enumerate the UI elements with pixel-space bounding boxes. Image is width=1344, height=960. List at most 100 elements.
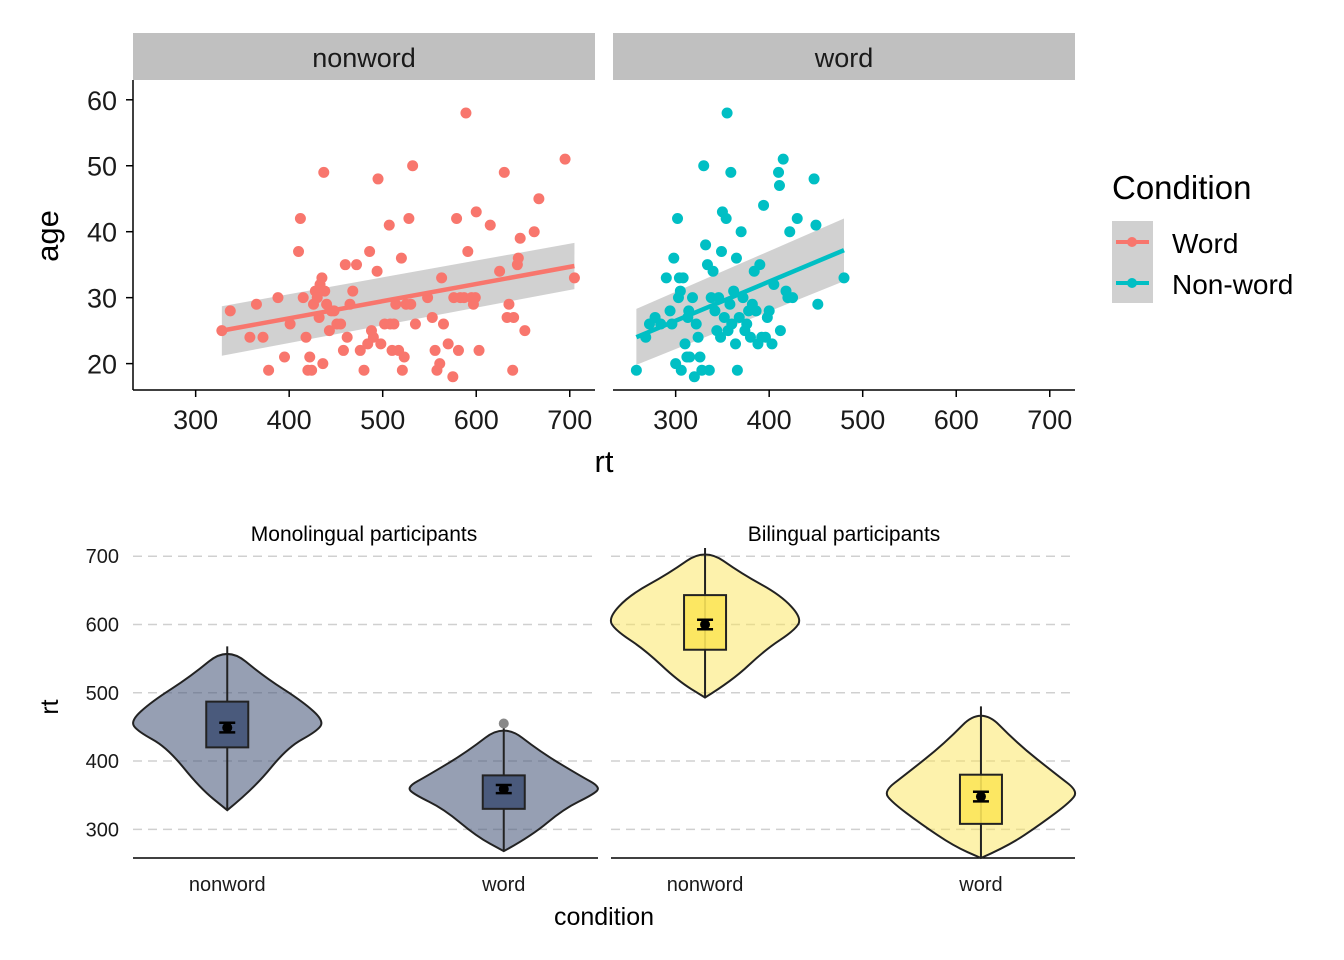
data-point <box>773 180 785 192</box>
data-point <box>426 311 438 323</box>
data-point <box>263 364 275 376</box>
data-point <box>300 331 312 343</box>
data-point <box>272 292 284 304</box>
x-tick-label: 700 <box>547 405 592 435</box>
data-point <box>668 252 680 264</box>
data-point <box>351 259 363 271</box>
data-point <box>698 160 710 172</box>
data-point <box>337 344 349 356</box>
data-point <box>294 213 306 225</box>
legend-label-nonword: Non-word <box>1172 269 1293 300</box>
data-point <box>371 265 383 277</box>
y-tick-label: 40 <box>87 218 117 248</box>
y-tick-label: 500 <box>86 683 119 705</box>
data-point <box>319 285 331 297</box>
data-point <box>684 351 696 363</box>
facet-label-word: word <box>814 43 874 73</box>
regression-line <box>635 248 845 340</box>
mean-point <box>222 722 233 733</box>
data-point <box>733 311 745 323</box>
data-point <box>383 219 395 231</box>
data-point <box>462 245 474 257</box>
data-point <box>766 338 778 350</box>
x-tick-label: nonword <box>667 874 744 896</box>
data-point <box>304 351 316 363</box>
x-tick-label: 300 <box>173 405 218 435</box>
data-point <box>688 371 700 383</box>
data-point <box>709 305 721 317</box>
data-point <box>375 338 387 350</box>
data-point <box>750 305 762 317</box>
data-point <box>470 206 482 218</box>
data-point <box>703 364 715 376</box>
data-point <box>407 160 419 172</box>
facet-label-nonword: nonword <box>312 43 416 73</box>
outlier-point <box>498 718 509 729</box>
panel-bilingual: nonword word <box>609 548 1077 896</box>
y-tick-label: 700 <box>86 546 119 568</box>
data-point <box>514 232 526 244</box>
violin-plot: Monolingual participants Bilingual parti… <box>36 523 1077 931</box>
panel-monolingual: nonword word <box>132 555 599 896</box>
y-tick-label: 50 <box>87 152 117 182</box>
data-point <box>507 364 519 376</box>
data-point <box>250 298 262 310</box>
data-point <box>694 351 706 363</box>
data-point <box>730 338 742 350</box>
data-point <box>686 292 698 304</box>
data-point <box>473 344 485 356</box>
data-point <box>773 166 785 178</box>
data-point <box>335 318 347 330</box>
data-point <box>754 259 766 271</box>
mean-point <box>498 784 509 795</box>
scatter-plot: nonword 300 400 500 600 700 word 300 400 500 60… <box>30 33 1293 479</box>
data-point <box>512 252 524 264</box>
x-tick-label: 500 <box>360 405 405 435</box>
facet-strip-word <box>613 33 1075 80</box>
x-tick-label: nonword <box>189 874 266 896</box>
data-point <box>784 226 796 238</box>
data-point <box>808 173 820 185</box>
facet-label-bilingual: Bilingual participants <box>748 523 941 546</box>
data-point <box>442 338 454 350</box>
data-point <box>692 331 704 343</box>
x-tick-label: 500 <box>840 405 885 435</box>
facet-strip-nonword <box>133 33 595 80</box>
data-point <box>494 265 506 277</box>
panel-nonword: 300 400 500 600 700 <box>133 107 595 435</box>
data-point <box>339 259 351 271</box>
data-point <box>838 272 850 284</box>
data-point <box>730 252 742 264</box>
data-point <box>396 364 408 376</box>
data-point <box>559 153 571 165</box>
data-point <box>498 166 510 178</box>
data-point <box>664 305 676 317</box>
data-point <box>452 344 464 356</box>
data-point <box>372 173 384 185</box>
panel-word: 300 400 500 600 700 <box>613 107 1075 435</box>
data-point <box>224 305 236 317</box>
data-point <box>318 166 330 178</box>
data-point <box>758 199 770 211</box>
data-point <box>718 311 730 323</box>
y-tick-label: 600 <box>86 614 119 636</box>
y-axis-title: age <box>30 210 65 262</box>
x-tick-label: word <box>958 874 1002 896</box>
data-point <box>341 331 353 343</box>
data-point <box>323 325 335 337</box>
data-point <box>429 344 441 356</box>
data-point <box>297 292 309 304</box>
data-point <box>317 358 329 370</box>
y-tick-label: 60 <box>87 86 117 116</box>
data-point <box>744 331 756 343</box>
data-point <box>731 364 743 376</box>
data-point <box>347 285 359 297</box>
data-point <box>447 371 459 383</box>
data-point <box>367 331 379 343</box>
data-point <box>568 272 580 284</box>
data-point <box>436 272 448 284</box>
data-point <box>364 245 376 257</box>
data-point <box>679 338 691 350</box>
data-point <box>409 318 421 330</box>
